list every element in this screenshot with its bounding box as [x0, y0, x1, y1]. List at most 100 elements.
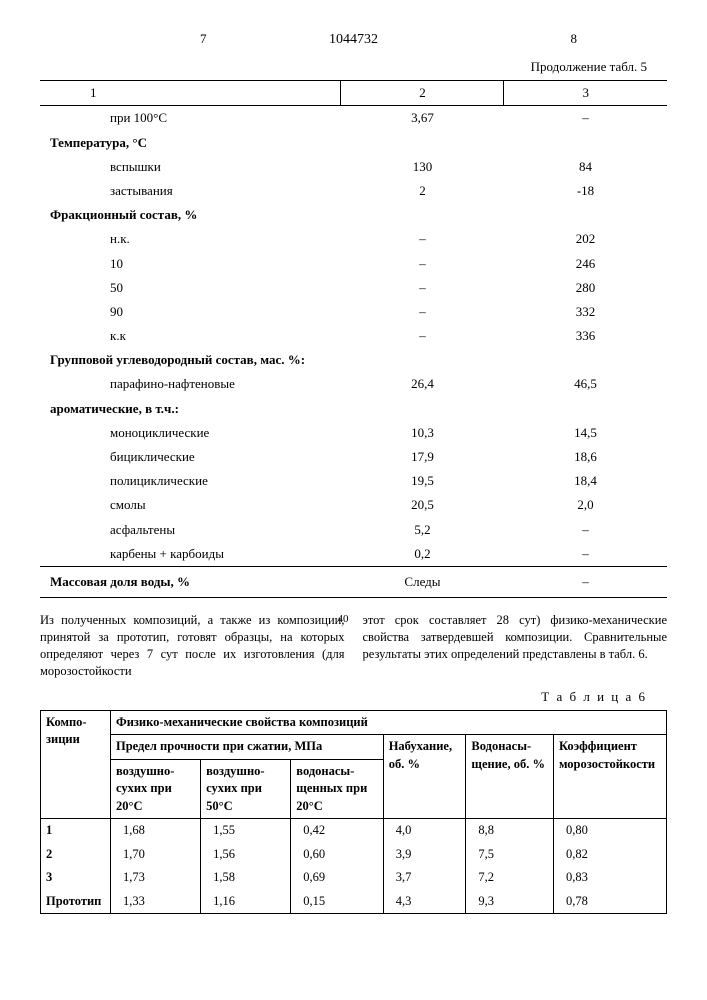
table5-row-label: застывания: [40, 179, 341, 203]
table5-row-c2: –: [341, 252, 504, 276]
t6-row-value: 3,9: [383, 843, 466, 867]
table5-row-c2: 26,4: [341, 372, 504, 396]
table5-row-c3: –: [504, 542, 667, 567]
t6-row-name: 1: [41, 819, 111, 843]
t6-row-value: 1,73: [110, 866, 200, 890]
table5-row-c2: [341, 348, 504, 372]
table5-row-c2: 3,67: [341, 106, 504, 131]
table5-row-c2: –: [341, 324, 504, 348]
table5-row-label: бициклические: [40, 445, 341, 469]
table5-row-c3: -18: [504, 179, 667, 203]
table5-row-c3: 18,6: [504, 445, 667, 469]
table5-row-c2: 2: [341, 179, 504, 203]
t6-row-value: 1,58: [201, 866, 291, 890]
table5-row-c3: 46,5: [504, 372, 667, 396]
table5-row-c2: –: [341, 227, 504, 251]
table5-row-c2: –: [341, 276, 504, 300]
table5-row-c2: –: [341, 300, 504, 324]
table5-row-c2: [341, 203, 504, 227]
t6-head-group: Физико-механические свойства композиций: [110, 710, 666, 735]
t6-head-frost: Коэффициент морозостой­кости: [553, 735, 666, 819]
table5-row-c3: 2,0: [504, 493, 667, 517]
table5-row-label: карбены + карбоиды: [40, 542, 341, 567]
t6-row-name: Прототип: [41, 890, 111, 914]
table5-row-c3: [504, 131, 667, 155]
table5-row-label: к.к: [40, 324, 341, 348]
t6-row-value: 1,33: [110, 890, 200, 914]
t6-head-saturation: Водонасы­щение, об. %: [466, 735, 554, 819]
page-num-left: 7: [200, 30, 207, 48]
table5-row-c2: 10,3: [341, 421, 504, 445]
doc-number: 1044732: [329, 30, 378, 50]
table5-row-c2: [341, 131, 504, 155]
line-number-40: 40: [338, 612, 349, 627]
page-numbers: 7 1044732 8: [40, 30, 667, 50]
t6-row-value: 1,70: [110, 843, 200, 867]
mid-text-left-content: Из полученных композиций, а также из ком…: [40, 613, 345, 678]
table5-row-label: Температура, °С: [40, 131, 341, 155]
table5-row-c3: –: [504, 106, 667, 131]
mid-text: Из полученных композиций, а также из ком…: [40, 612, 667, 680]
table5-row-label: н.к.: [40, 227, 341, 251]
table5-row-label: моноциклические: [40, 421, 341, 445]
table5-row-c3: [504, 348, 667, 372]
table5-head-1: 1: [40, 81, 341, 106]
table5-row-c3: 18,4: [504, 469, 667, 493]
t6-row-value: 0,60: [291, 843, 383, 867]
table6-caption: Т а б л и ц а 6: [40, 688, 647, 706]
table5-row-c2: 17,9: [341, 445, 504, 469]
t6-head-strength-group: Предел прочности при сжатии, МПа: [110, 735, 383, 760]
table5-row-label: 50: [40, 276, 341, 300]
t6-row-value: 7,2: [466, 866, 554, 890]
t6-head-s3: водонасы­щенных при 20°С: [291, 759, 383, 819]
mid-text-right: этот срок составляет 28 сут) физико-меха…: [363, 612, 668, 680]
table5-row-label: полициклические: [40, 469, 341, 493]
table5-row-c3: [504, 203, 667, 227]
table5-head-2: 2: [341, 81, 504, 106]
t6-head-swelling: Набухание, об. %: [383, 735, 466, 819]
table5-row-c3: 14,5: [504, 421, 667, 445]
t6-head-s2: воздушно-сухих при 50°С: [201, 759, 291, 819]
t6-row-value: 1,56: [201, 843, 291, 867]
table5-row-c3: 336: [504, 324, 667, 348]
t6-row-value: 0,15: [291, 890, 383, 914]
t6-row-value: 7,5: [466, 843, 554, 867]
t6-row-value: 0,80: [553, 819, 666, 843]
table5-row-label: вспышки: [40, 155, 341, 179]
table5-row-c2: [341, 397, 504, 421]
table5-caption: Продолжение табл. 5: [40, 58, 647, 76]
t6-row-value: 0,42: [291, 819, 383, 843]
mid-text-left: Из полученных композиций, а также из ком…: [40, 612, 345, 680]
table5-row-c3: 332: [504, 300, 667, 324]
table5-row-c3: 246: [504, 252, 667, 276]
table5-row-c3: 280: [504, 276, 667, 300]
table5-row-c2: 0,2: [341, 542, 504, 567]
t6-row-value: 1,55: [201, 819, 291, 843]
table5-row-c2: 5,2: [341, 518, 504, 542]
t6-row-value: 1,16: [201, 890, 291, 914]
table6: Компо­зиции Физико-механические свойства…: [40, 710, 667, 915]
table5-row-label: парафино-нафтеновые: [40, 372, 341, 396]
table5: 1 2 3 при 100°С3,67–Температура, °Свспыш…: [40, 80, 667, 598]
table5-row-c3: 84: [504, 155, 667, 179]
t6-row-name: 2: [41, 843, 111, 867]
table5-row-c3: [504, 397, 667, 421]
t6-row-value: 0,78: [553, 890, 666, 914]
table5-foot-c3: –: [504, 566, 667, 597]
table5-row-c3: 202: [504, 227, 667, 251]
table5-head-3: 3: [504, 81, 667, 106]
t6-head-s1: воздушно-сухих при 20°С: [110, 759, 200, 819]
table5-row-label: ароматические, в т.ч.:: [40, 397, 341, 421]
t6-row-value: 4,3: [383, 890, 466, 914]
t6-row-name: 3: [41, 866, 111, 890]
t6-row-value: 4,0: [383, 819, 466, 843]
t6-row-value: 8,8: [466, 819, 554, 843]
table5-row-label: Групповой углеводородный состав, мас. %:: [40, 348, 341, 372]
t6-row-value: 1,68: [110, 819, 200, 843]
table5-foot-label: Массовая доля воды, %: [40, 566, 341, 597]
table5-foot-c2: Следы: [341, 566, 504, 597]
table5-row-c2: 20,5: [341, 493, 504, 517]
table5-row-c3: –: [504, 518, 667, 542]
table5-row-label: 90: [40, 300, 341, 324]
t6-row-value: 0,83: [553, 866, 666, 890]
